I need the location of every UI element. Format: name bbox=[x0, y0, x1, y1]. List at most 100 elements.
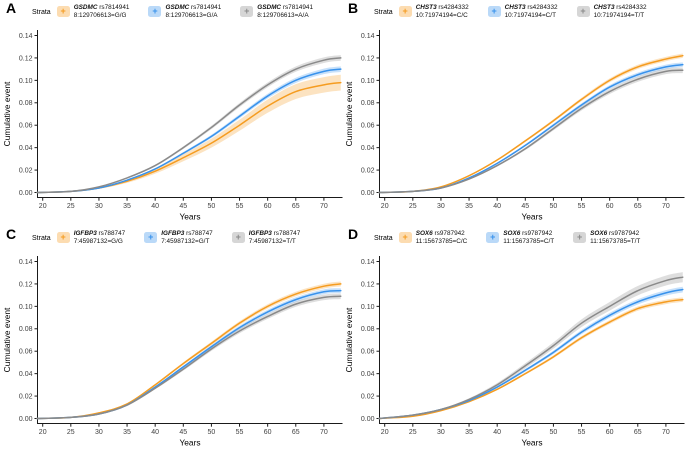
gene-name: GSDMC bbox=[165, 4, 190, 11]
legend-entry: + SOX6 rs9787942 11:15673785=C/C bbox=[398, 230, 467, 245]
x-tick-label: 30 bbox=[95, 203, 103, 210]
panel-label-b: B bbox=[348, 0, 359, 16]
y-tick-label: 0.04 bbox=[361, 371, 375, 378]
survival-curve-gray bbox=[378, 69, 684, 194]
y-tick-label: 0.14 bbox=[361, 33, 375, 40]
y-axis-title: Cumulative event bbox=[344, 307, 354, 372]
x-tick-label: 30 bbox=[437, 429, 445, 436]
gene-name: CHST3 bbox=[415, 4, 437, 11]
legend-key-icon: + bbox=[487, 6, 501, 17]
x-tick-label: 50 bbox=[208, 203, 216, 210]
x-tick-label: 60 bbox=[264, 429, 272, 436]
gene-name: IGFBP3 bbox=[161, 230, 185, 237]
legend-key-icon: + bbox=[56, 6, 70, 17]
legend-c: Strata + IGFBP3 rs788747 7:45987132=G/G + IG… bbox=[32, 230, 319, 245]
legend-entry-label: CHST3 rs4284332 10:71974194=C/T bbox=[504, 4, 558, 19]
gene-name: CHST3 bbox=[593, 4, 615, 11]
x-tick-label: 20 bbox=[39, 203, 47, 210]
y-tick-label: 0.14 bbox=[361, 259, 375, 266]
legend-entry: + GSDMC rs7814941 8:129706613=A/A bbox=[240, 4, 313, 19]
legend-key-icon: + bbox=[240, 6, 254, 17]
panel-C: C Strata + IGFBP3 rs788747 7:45987132=G/G +… bbox=[0, 226, 343, 451]
x-tick-label: 70 bbox=[320, 203, 328, 210]
legend-entry: + CHST3 rs4284332 10:71974194=T/T bbox=[576, 4, 647, 19]
legend-key-icon: + bbox=[148, 6, 162, 17]
ci-band-gray bbox=[37, 293, 341, 419]
x-tick-label: 30 bbox=[437, 203, 445, 210]
legend-entry: + IGFBP3 rs788747 7:45987132=G/G bbox=[56, 230, 126, 245]
plus-icon: + bbox=[580, 6, 586, 16]
legend-key-icon: + bbox=[231, 232, 245, 243]
x-tick-label: 65 bbox=[634, 203, 642, 210]
legend-entry-label: IGFBP3 rs788747 7:45987132=G/G bbox=[73, 230, 126, 245]
x-tick-label: 30 bbox=[95, 429, 103, 436]
legend-entry: + SOX6 rs9787942 11:15673785=C/T bbox=[486, 230, 554, 245]
x-tick-label: 55 bbox=[236, 429, 244, 436]
x-tick-label: 70 bbox=[320, 429, 328, 436]
y-tick-label: 0.02 bbox=[361, 393, 375, 400]
ci-band-gray bbox=[379, 67, 683, 193]
y-tick-label: 0.04 bbox=[19, 145, 33, 152]
y-tick-label: 0.06 bbox=[19, 123, 33, 130]
x-tick-label: 25 bbox=[67, 429, 75, 436]
y-tick-label: 0.10 bbox=[19, 304, 33, 311]
y-tick-label: 0.00 bbox=[19, 190, 33, 197]
survival-plot-c: 0.00 0.02 0.04 0.06 0.08 0.10 0.12 0.14 20 25 30 35… bbox=[2, 256, 343, 448]
x-tick-label: 50 bbox=[550, 429, 558, 436]
legend-title: Strata bbox=[32, 9, 51, 16]
survival-curve-gray bbox=[36, 295, 342, 420]
y-tick-label: 0.06 bbox=[19, 349, 33, 356]
y-tick-label: 0.08 bbox=[19, 326, 33, 333]
x-tick-label: 70 bbox=[662, 429, 670, 436]
x-tick-label: 65 bbox=[292, 203, 300, 210]
x-tick-label: 55 bbox=[578, 203, 586, 210]
legend-key-icon: + bbox=[144, 232, 158, 243]
survival-curve-blue bbox=[378, 63, 684, 194]
plus-icon: + bbox=[491, 6, 497, 16]
y-tick-label: 0.04 bbox=[19, 371, 33, 378]
gene-name: CHST3 bbox=[504, 4, 526, 11]
plus-icon: + bbox=[490, 232, 496, 242]
x-tick-label: 40 bbox=[151, 203, 159, 210]
x-axis-title: Years bbox=[179, 438, 200, 448]
x-tick-label: 25 bbox=[67, 203, 75, 210]
ci-band-orange bbox=[379, 297, 683, 419]
plus-icon: + bbox=[402, 6, 408, 16]
survival-plot-d: 0.00 0.02 0.04 0.06 0.08 0.10 0.12 0.14 20 25 30 35… bbox=[344, 256, 685, 448]
x-tick-label: 40 bbox=[151, 429, 159, 436]
x-tick-label: 20 bbox=[39, 429, 47, 436]
legend-key-icon: + bbox=[398, 6, 412, 17]
x-tick-label: 50 bbox=[550, 203, 558, 210]
survival-curve-gray bbox=[378, 276, 684, 420]
legend-entry: + GSDMC rs7814941 8:129706613=G/A bbox=[148, 4, 221, 19]
panel-label-d: D bbox=[348, 226, 359, 242]
gene-name: IGFBP3 bbox=[248, 230, 272, 237]
y-tick-label: 0.12 bbox=[361, 281, 375, 288]
legend-entry-label: IGFBP3 rs788747 7:45987132=T/T bbox=[248, 230, 301, 245]
x-tick-label: 55 bbox=[236, 203, 244, 210]
x-tick-label: 60 bbox=[606, 429, 614, 436]
ci-band-gray bbox=[37, 55, 341, 193]
gene-name: SOX6 bbox=[590, 230, 608, 237]
ci-band-orange bbox=[37, 74, 341, 193]
panel-D: D Strata + SOX6 rs9787942 11:15673785=C/C +… bbox=[342, 226, 685, 451]
x-tick-label: 45 bbox=[179, 429, 187, 436]
y-tick-label: 0.00 bbox=[361, 190, 375, 197]
ci-band-blue bbox=[37, 288, 341, 419]
gene-name: SOX6 bbox=[415, 230, 433, 237]
legend-entry: + IGFBP3 rs788747 7:45987132=T/T bbox=[231, 230, 301, 245]
survival-curve-blue bbox=[36, 289, 342, 420]
x-tick-label: 55 bbox=[578, 429, 586, 436]
y-tick-label: 0.00 bbox=[19, 416, 33, 423]
survival-plot-a: 0.00 0.02 0.04 0.06 0.08 0.10 0.12 0.14 20 25 30 35… bbox=[2, 30, 343, 222]
x-tick-label: 65 bbox=[292, 429, 300, 436]
x-tick-label: 20 bbox=[381, 203, 389, 210]
y-axis-title: Cumulative event bbox=[2, 81, 12, 146]
x-tick-label: 25 bbox=[409, 429, 417, 436]
x-axis-title: Years bbox=[179, 212, 200, 222]
y-tick-label: 0.08 bbox=[361, 100, 375, 107]
y-tick-label: 0.10 bbox=[361, 78, 375, 85]
y-tick-label: 0.06 bbox=[361, 349, 375, 356]
legend-entry: + CHST3 rs4284332 10:71974194=C/C bbox=[398, 4, 469, 19]
legend-b: Strata + CHST3 rs4284332 10:71974194=C/C + C… bbox=[374, 4, 666, 19]
